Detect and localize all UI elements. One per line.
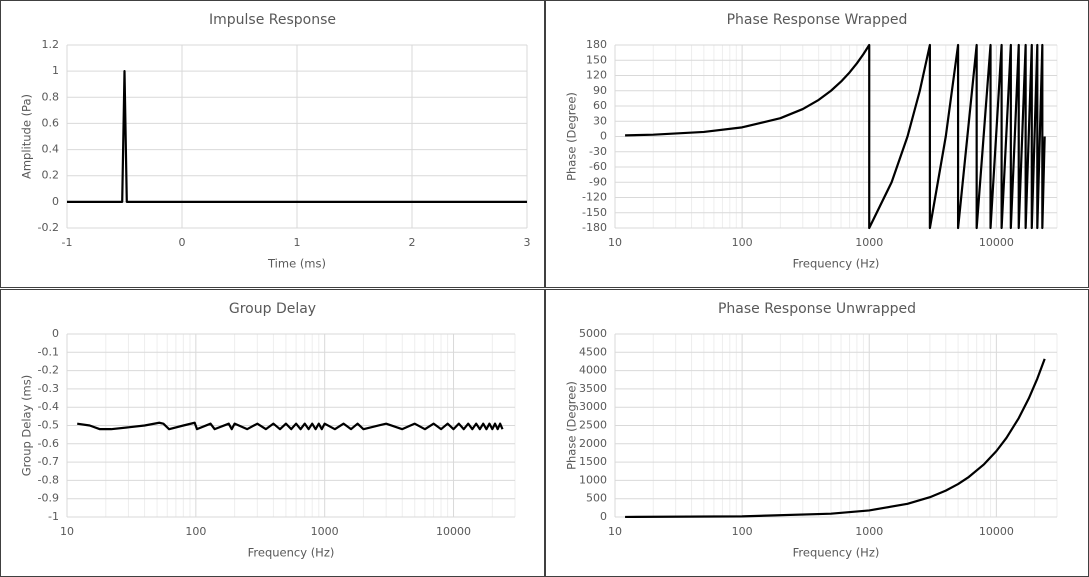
- y-tick-label: 30: [593, 114, 607, 127]
- y-tick-label: -0.6: [38, 437, 59, 450]
- y-tick-label: 2500: [579, 419, 607, 432]
- panel-border: [545, 0, 1089, 288]
- y-tick-label: 1000: [579, 473, 607, 486]
- chart-title: Phase Response Unwrapped: [718, 301, 916, 317]
- y-tick-label: -60: [589, 160, 607, 173]
- y-tick-label: -0.7: [38, 455, 59, 468]
- data-line: [625, 43, 1046, 230]
- y-tick-label: 500: [586, 492, 607, 505]
- x-tick-label: 10: [608, 525, 622, 538]
- x-tick-label: 1: [294, 236, 301, 249]
- y-tick-label: -30: [589, 145, 607, 158]
- y-tick-label: 1: [52, 64, 59, 77]
- y-tick-label: -90: [589, 175, 607, 188]
- data-line: [67, 70, 527, 203]
- x-tick-label: 2: [409, 236, 416, 249]
- y-tick-label: 60: [593, 99, 607, 112]
- y-tick-label: 4500: [579, 345, 607, 358]
- x-tick-label: 100: [732, 236, 753, 249]
- data-line: [77, 421, 504, 431]
- y-tick-label: 3000: [579, 400, 607, 413]
- y-tick-label: 0.2: [42, 169, 60, 182]
- chart-title: Phase Response Wrapped: [727, 12, 908, 28]
- x-tick-label: 10: [608, 236, 622, 249]
- y-axis-label: Amplitude (Pa): [20, 94, 34, 179]
- y-tick-label: 4000: [579, 364, 607, 377]
- y-tick-label: 90: [593, 84, 607, 97]
- x-tick-label: 100: [732, 525, 753, 538]
- y-tick-label: 0: [600, 130, 607, 143]
- y-tick-label: -0.8: [38, 473, 59, 486]
- x-tick-label: 10000: [436, 525, 471, 538]
- y-tick-label: 0.8: [42, 90, 60, 103]
- y-tick-label: -0.9: [38, 492, 59, 505]
- y-axis-label: Group Delay (ms): [20, 375, 34, 476]
- y-tick-label: -0.4: [38, 400, 59, 413]
- y-tick-label: 0: [52, 195, 59, 208]
- y-tick-label: 1.2: [42, 38, 60, 51]
- x-axis-label: Frequency (Hz): [793, 546, 880, 560]
- x-tick-label: 1000: [855, 525, 883, 538]
- chart-title: Group Delay: [229, 301, 316, 317]
- panel-border: [545, 289, 1089, 577]
- x-axis-label: Time (ms): [267, 257, 326, 271]
- y-tick-label: -120: [582, 191, 607, 204]
- x-tick-label: 1000: [311, 525, 339, 538]
- x-tick-label: -1: [62, 236, 73, 249]
- y-tick-label: -0.2: [38, 221, 59, 234]
- panel-border: [0, 0, 545, 288]
- x-tick-label: 100: [185, 525, 206, 538]
- y-tick-label: 0.4: [42, 143, 60, 156]
- y-tick-label: 180: [586, 38, 607, 51]
- x-axis-label: Frequency (Hz): [248, 546, 335, 560]
- x-tick-label: 10: [60, 525, 74, 538]
- x-tick-label: 1000: [855, 236, 883, 249]
- y-tick-label: -0.2: [38, 364, 59, 377]
- y-tick-label: 0.6: [42, 116, 60, 129]
- y-tick-label: 1500: [579, 455, 607, 468]
- y-axis-label: Phase (Degree): [565, 92, 579, 181]
- y-tick-label: -150: [582, 206, 607, 219]
- y-tick-label: -1: [48, 510, 59, 523]
- y-tick-label: 3500: [579, 382, 607, 395]
- y-tick-label: 150: [586, 53, 607, 66]
- x-tick-label: 3: [524, 236, 531, 249]
- y-tick-label: 120: [586, 69, 607, 82]
- y-tick-label: 2000: [579, 437, 607, 450]
- data-line: [625, 358, 1046, 519]
- y-axis-label: Phase (Degree): [565, 381, 579, 470]
- y-tick-label: -180: [582, 221, 607, 234]
- x-tick-label: 10000: [979, 525, 1014, 538]
- y-tick-label: -0.3: [38, 382, 59, 395]
- y-tick-label: 0: [600, 510, 607, 523]
- y-tick-label: 5000: [579, 327, 607, 340]
- y-tick-label: 0: [52, 327, 59, 340]
- y-tick-label: -0.1: [38, 345, 59, 358]
- y-tick-label: -0.5: [38, 419, 59, 432]
- x-tick-label: 10000: [979, 236, 1014, 249]
- chart-title: Impulse Response: [209, 12, 336, 28]
- x-axis-label: Frequency (Hz): [793, 257, 880, 271]
- x-tick-label: 0: [179, 236, 186, 249]
